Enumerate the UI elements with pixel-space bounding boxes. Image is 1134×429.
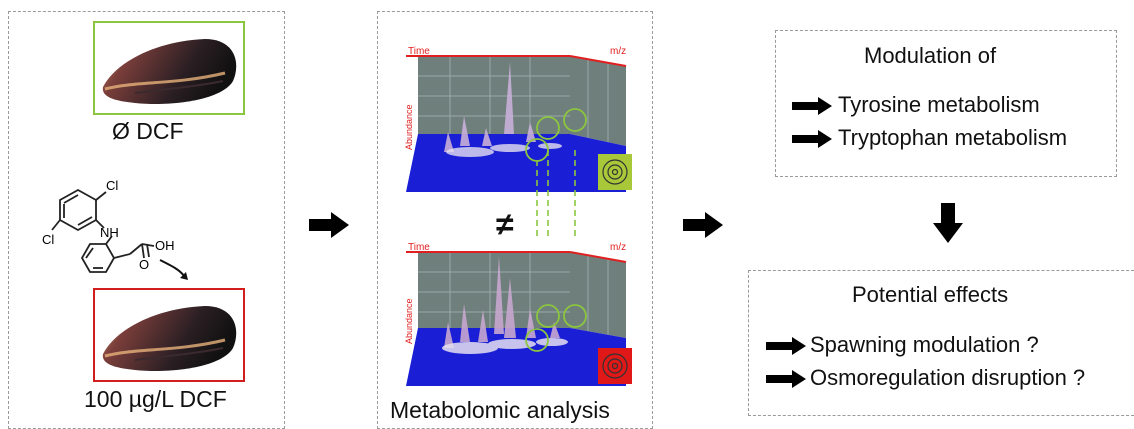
modulation-item-tryptophan: Tryptophan metabolism [838,125,1068,150]
ms-plot-exposed: Time m/z Abundance [400,238,636,388]
arrow-right-icon [683,212,723,238]
modulation-title: Modulation of [864,43,997,68]
control-label: Ø DCF [112,118,184,144]
ms-plot-control: Time m/z Abundance [400,42,636,194]
arrow-down-icon [933,203,963,243]
arrow-right-icon [766,337,806,355]
plot-top-abundance-label: Abundance [404,104,414,150]
modulation-item-tyrosine: Tyrosine metabolism [838,92,1040,117]
arrow-right-icon [309,212,349,238]
plot-top-time-label: Time [408,46,430,57]
arrow-right-icon [766,370,806,388]
diclofenac-structure: Cl Cl NH OH O [42,178,188,280]
effects-title: Potential effects [852,282,1009,307]
plot-bottom-abundance-label: Abundance [404,298,414,344]
exposed-label: 100 µg/L DCF [84,386,227,412]
atom-o: O [139,257,149,272]
modulation-box [775,30,1117,177]
plot-top-mz-label: m/z [610,46,626,57]
atom-oh: OH [155,238,175,253]
mussel-image-exposed [102,306,237,372]
arrow-right-icon [792,130,832,148]
atom-cl-bottom: Cl [42,232,54,247]
effects-box [748,270,1134,416]
mussel-image-control [102,39,237,105]
effects-item-osmoregulation: Osmoregulation disruption ? [810,365,1086,390]
control-mussel-frame [93,21,245,115]
metabolomic-caption: Metabolomic analysis [390,397,610,423]
exposed-mussel-frame [93,288,245,382]
arrow-right-icon [792,97,832,115]
effects-item-spawning: Spawning modulation ? [810,332,1039,357]
plot-bottom-mz-label: m/z [610,242,626,253]
atom-nh: NH [100,225,119,240]
not-equal-symbol: ≠ [496,206,514,242]
atom-cl-top: Cl [106,178,118,193]
plot-bottom-time-label: Time [408,242,430,253]
